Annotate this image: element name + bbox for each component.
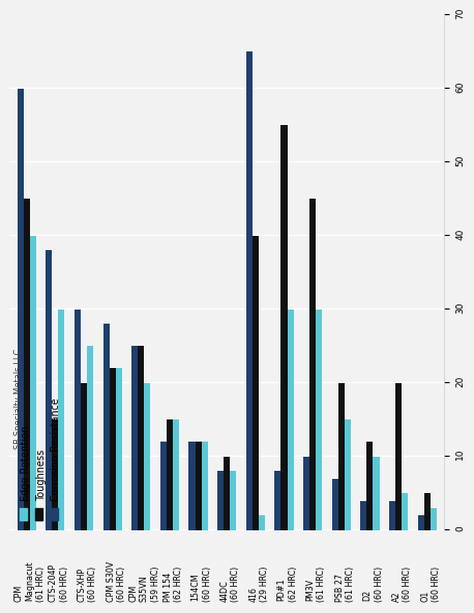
Text: SB Specialty Metals LLC: SB Specialty Metals LLC <box>15 348 23 449</box>
